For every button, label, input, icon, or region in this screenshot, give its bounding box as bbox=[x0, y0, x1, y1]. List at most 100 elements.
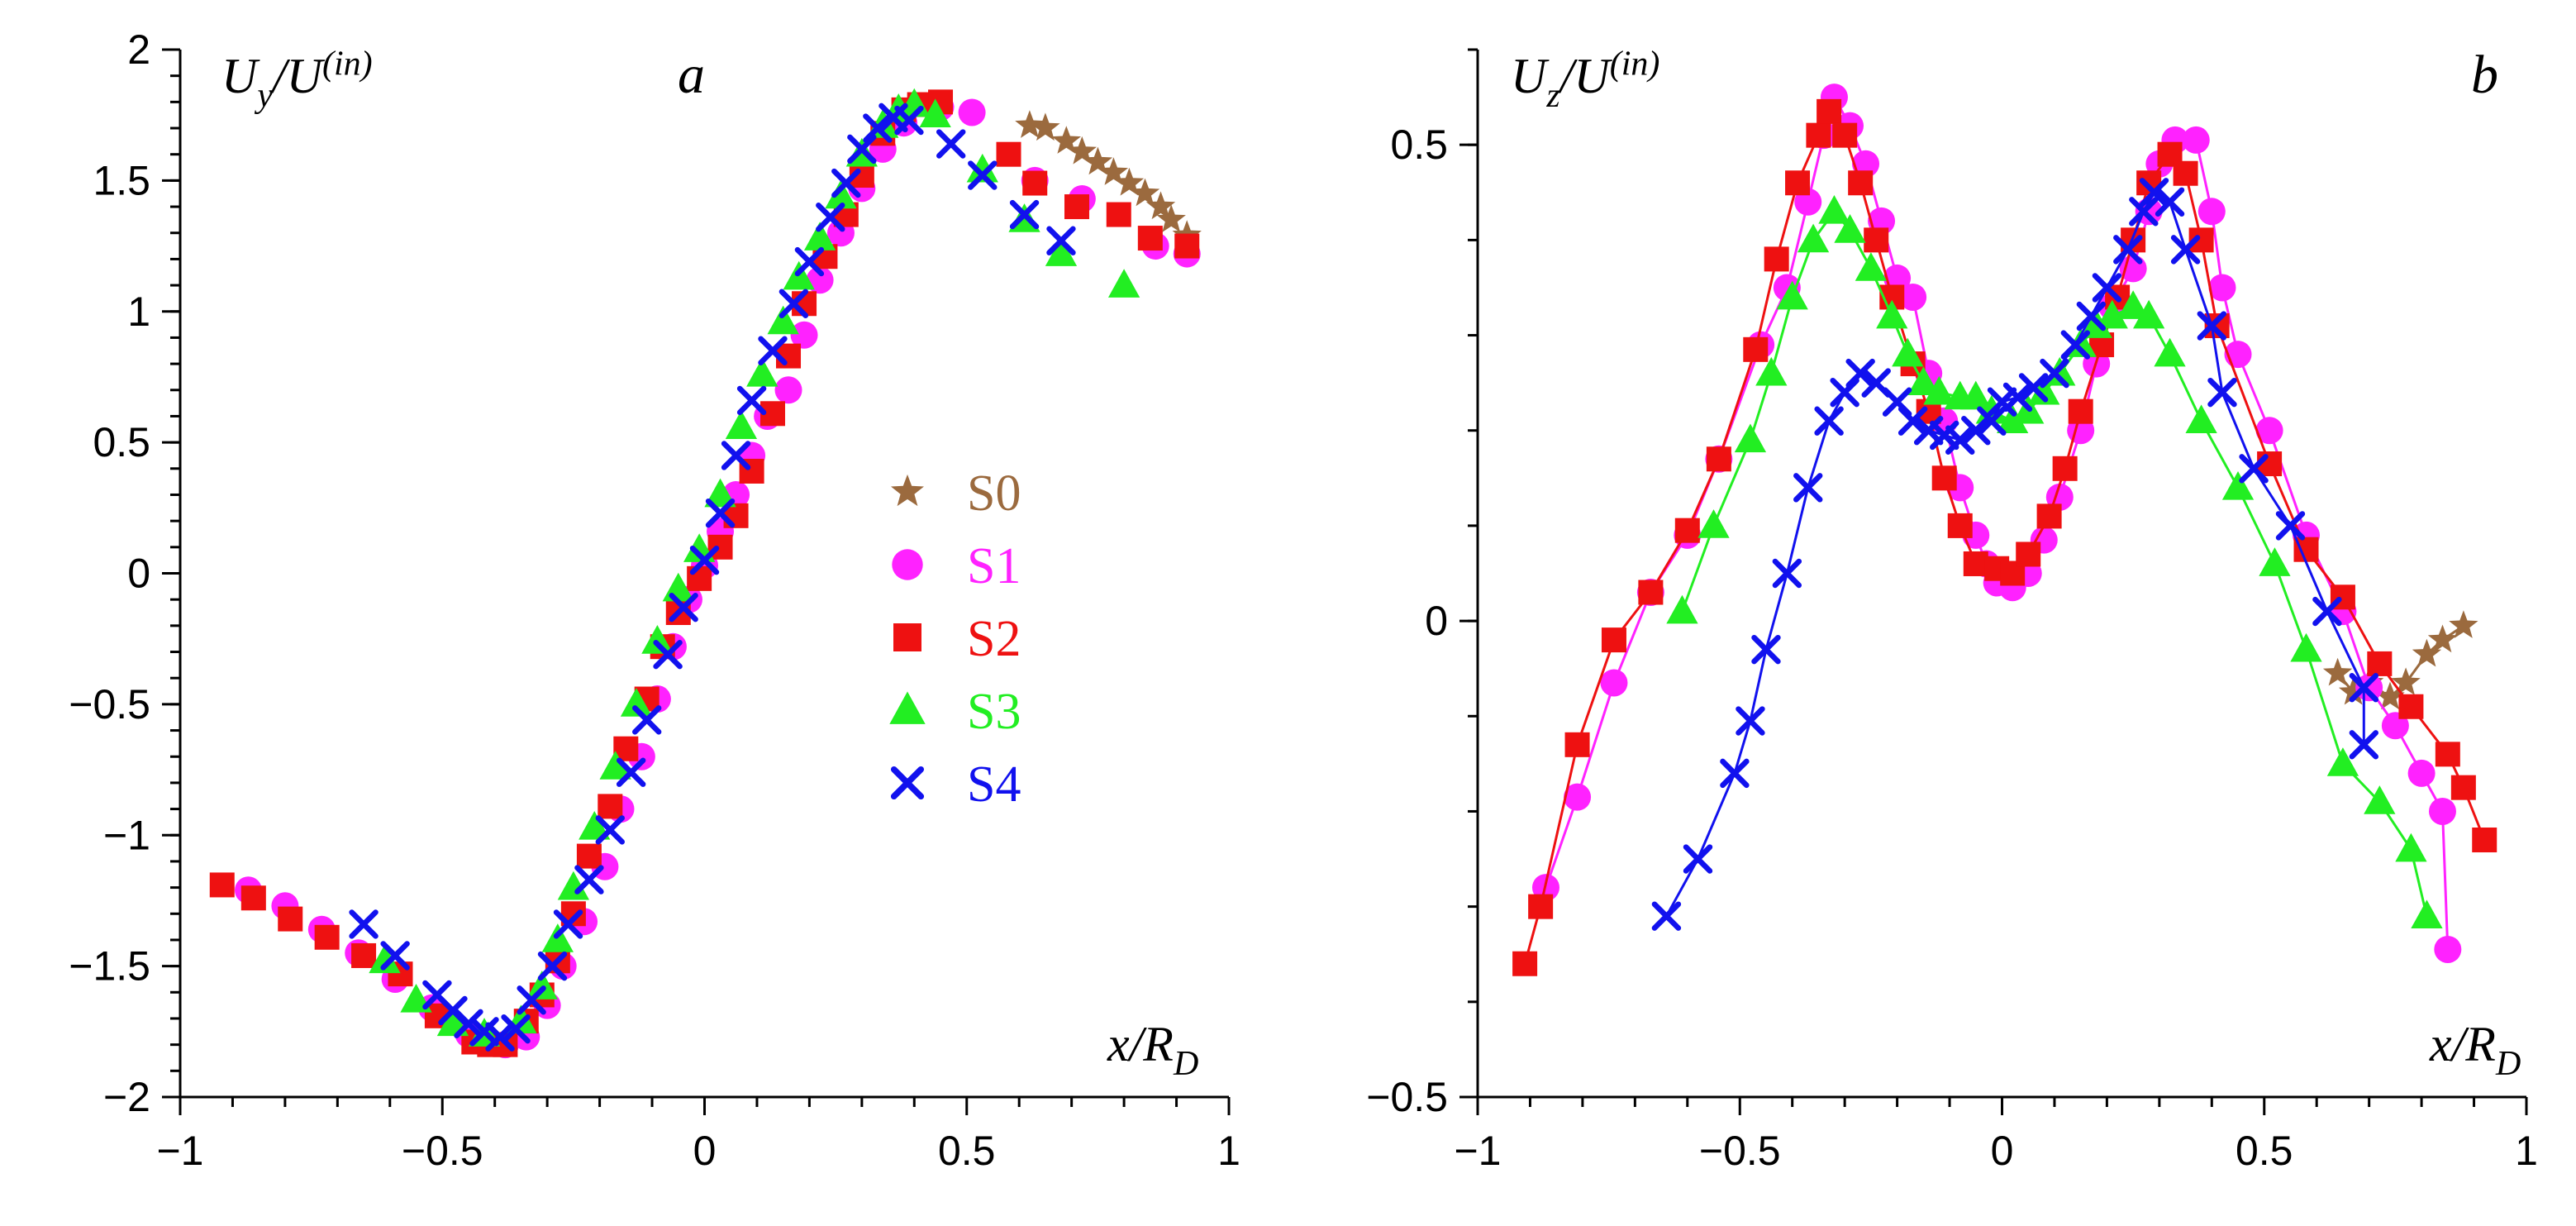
data-point bbox=[958, 98, 986, 126]
data-point bbox=[2435, 742, 2460, 767]
data-point bbox=[1892, 337, 1924, 367]
panel-letter: b bbox=[2471, 45, 2498, 105]
data-point bbox=[2427, 624, 2458, 653]
data-point bbox=[1114, 167, 1145, 196]
data-point bbox=[1600, 669, 1628, 697]
data-point bbox=[2129, 197, 2159, 227]
data-point bbox=[1666, 594, 1698, 624]
data-point bbox=[1930, 420, 1959, 451]
data-point bbox=[936, 129, 966, 159]
legend-label: S3 bbox=[967, 684, 1021, 740]
data-point bbox=[209, 872, 235, 898]
data-point bbox=[349, 909, 379, 939]
data-point bbox=[574, 865, 604, 894]
data-point bbox=[653, 639, 683, 670]
series-s4 bbox=[1651, 178, 2379, 931]
data-point bbox=[1751, 634, 1781, 665]
y-tick-label: 0 bbox=[1425, 598, 1448, 644]
y-tick-label: −2 bbox=[103, 1074, 150, 1120]
data-point bbox=[1106, 202, 1131, 227]
data-point bbox=[469, 1017, 499, 1047]
data-point bbox=[1806, 122, 1831, 148]
data-point bbox=[2016, 541, 2041, 567]
data-point bbox=[2155, 187, 2185, 217]
data-point bbox=[1046, 226, 1076, 255]
y-tick-label: −0.5 bbox=[69, 681, 150, 727]
data-point bbox=[1834, 214, 1866, 243]
data-point bbox=[2092, 273, 2122, 303]
data-point bbox=[803, 222, 836, 250]
x-tick-label: 0.5 bbox=[938, 1128, 996, 1174]
data-point bbox=[2450, 775, 2476, 800]
data-point bbox=[1107, 269, 1140, 298]
data-point bbox=[1067, 136, 1097, 165]
data-point bbox=[669, 592, 698, 623]
data-point bbox=[1977, 406, 2007, 436]
data-point bbox=[1945, 425, 1975, 455]
data-point bbox=[1855, 252, 1888, 281]
data-point bbox=[1031, 112, 1060, 141]
y-tick-label: 2 bbox=[127, 26, 150, 73]
data-point bbox=[1736, 706, 1765, 736]
x-tick-label: −0.5 bbox=[1699, 1128, 1781, 1174]
data-point bbox=[847, 134, 877, 165]
data-point bbox=[454, 1009, 483, 1039]
data-point bbox=[620, 688, 653, 717]
x-tick-label: −0.5 bbox=[402, 1128, 483, 1174]
x-tick-label: 0.5 bbox=[2236, 1128, 2293, 1174]
data-point bbox=[794, 246, 825, 277]
series-line bbox=[1665, 190, 2365, 917]
y-tick-label: 1.5 bbox=[93, 157, 150, 203]
data-point bbox=[1137, 226, 1163, 251]
data-point bbox=[1848, 170, 1874, 196]
data-point bbox=[831, 168, 861, 198]
data-point bbox=[2173, 160, 2198, 186]
data-point bbox=[2239, 454, 2269, 484]
x-tick-label: −1 bbox=[1454, 1128, 1501, 1174]
data-point bbox=[537, 951, 568, 981]
data-point bbox=[641, 625, 674, 654]
data-point bbox=[689, 545, 720, 575]
data-point bbox=[616, 757, 646, 787]
data-point bbox=[1683, 844, 1713, 874]
legend-item-s0: S0 bbox=[891, 465, 1021, 522]
data-point bbox=[2312, 596, 2342, 627]
data-point bbox=[2068, 398, 2093, 424]
data-point bbox=[2096, 299, 2128, 329]
data-point bbox=[1961, 416, 1991, 446]
data-point bbox=[557, 871, 590, 900]
legend-label: S4 bbox=[967, 756, 1021, 813]
data-point bbox=[1045, 237, 1078, 266]
data-point bbox=[579, 810, 611, 840]
data-point bbox=[790, 321, 818, 349]
data-point bbox=[2170, 235, 2201, 265]
data-point bbox=[746, 357, 779, 387]
data-point bbox=[1755, 356, 1788, 386]
data-point bbox=[1923, 375, 1955, 405]
data-point bbox=[1772, 558, 1802, 589]
data-point bbox=[1797, 223, 1830, 253]
data-point bbox=[576, 843, 602, 869]
data-point bbox=[2322, 657, 2353, 686]
data-point bbox=[1818, 195, 1850, 224]
data-point bbox=[2411, 899, 2443, 929]
data-point bbox=[1987, 387, 2017, 417]
data-point bbox=[2275, 511, 2306, 541]
data-point bbox=[1947, 513, 1973, 538]
data-point bbox=[278, 906, 303, 932]
data-point bbox=[2434, 935, 2462, 963]
series-s4 bbox=[349, 103, 1076, 1052]
data-point bbox=[526, 971, 558, 999]
y-tick-label: −0.5 bbox=[1366, 1074, 1448, 1120]
data-point bbox=[632, 705, 662, 735]
panel-b: −1 −0.5 0 0.5 1−0.500.5Uz/U(in)x/RDb bbox=[1366, 45, 2538, 1174]
data-point bbox=[2185, 404, 2217, 434]
x-tick-label: 1 bbox=[2515, 1128, 2538, 1174]
data-point bbox=[485, 1022, 515, 1052]
data-point bbox=[1564, 783, 1592, 811]
data-point bbox=[553, 909, 583, 939]
data-point bbox=[2208, 274, 2236, 302]
data-point bbox=[2449, 610, 2478, 638]
data-point bbox=[2036, 503, 2062, 529]
data-point bbox=[2139, 178, 2169, 208]
